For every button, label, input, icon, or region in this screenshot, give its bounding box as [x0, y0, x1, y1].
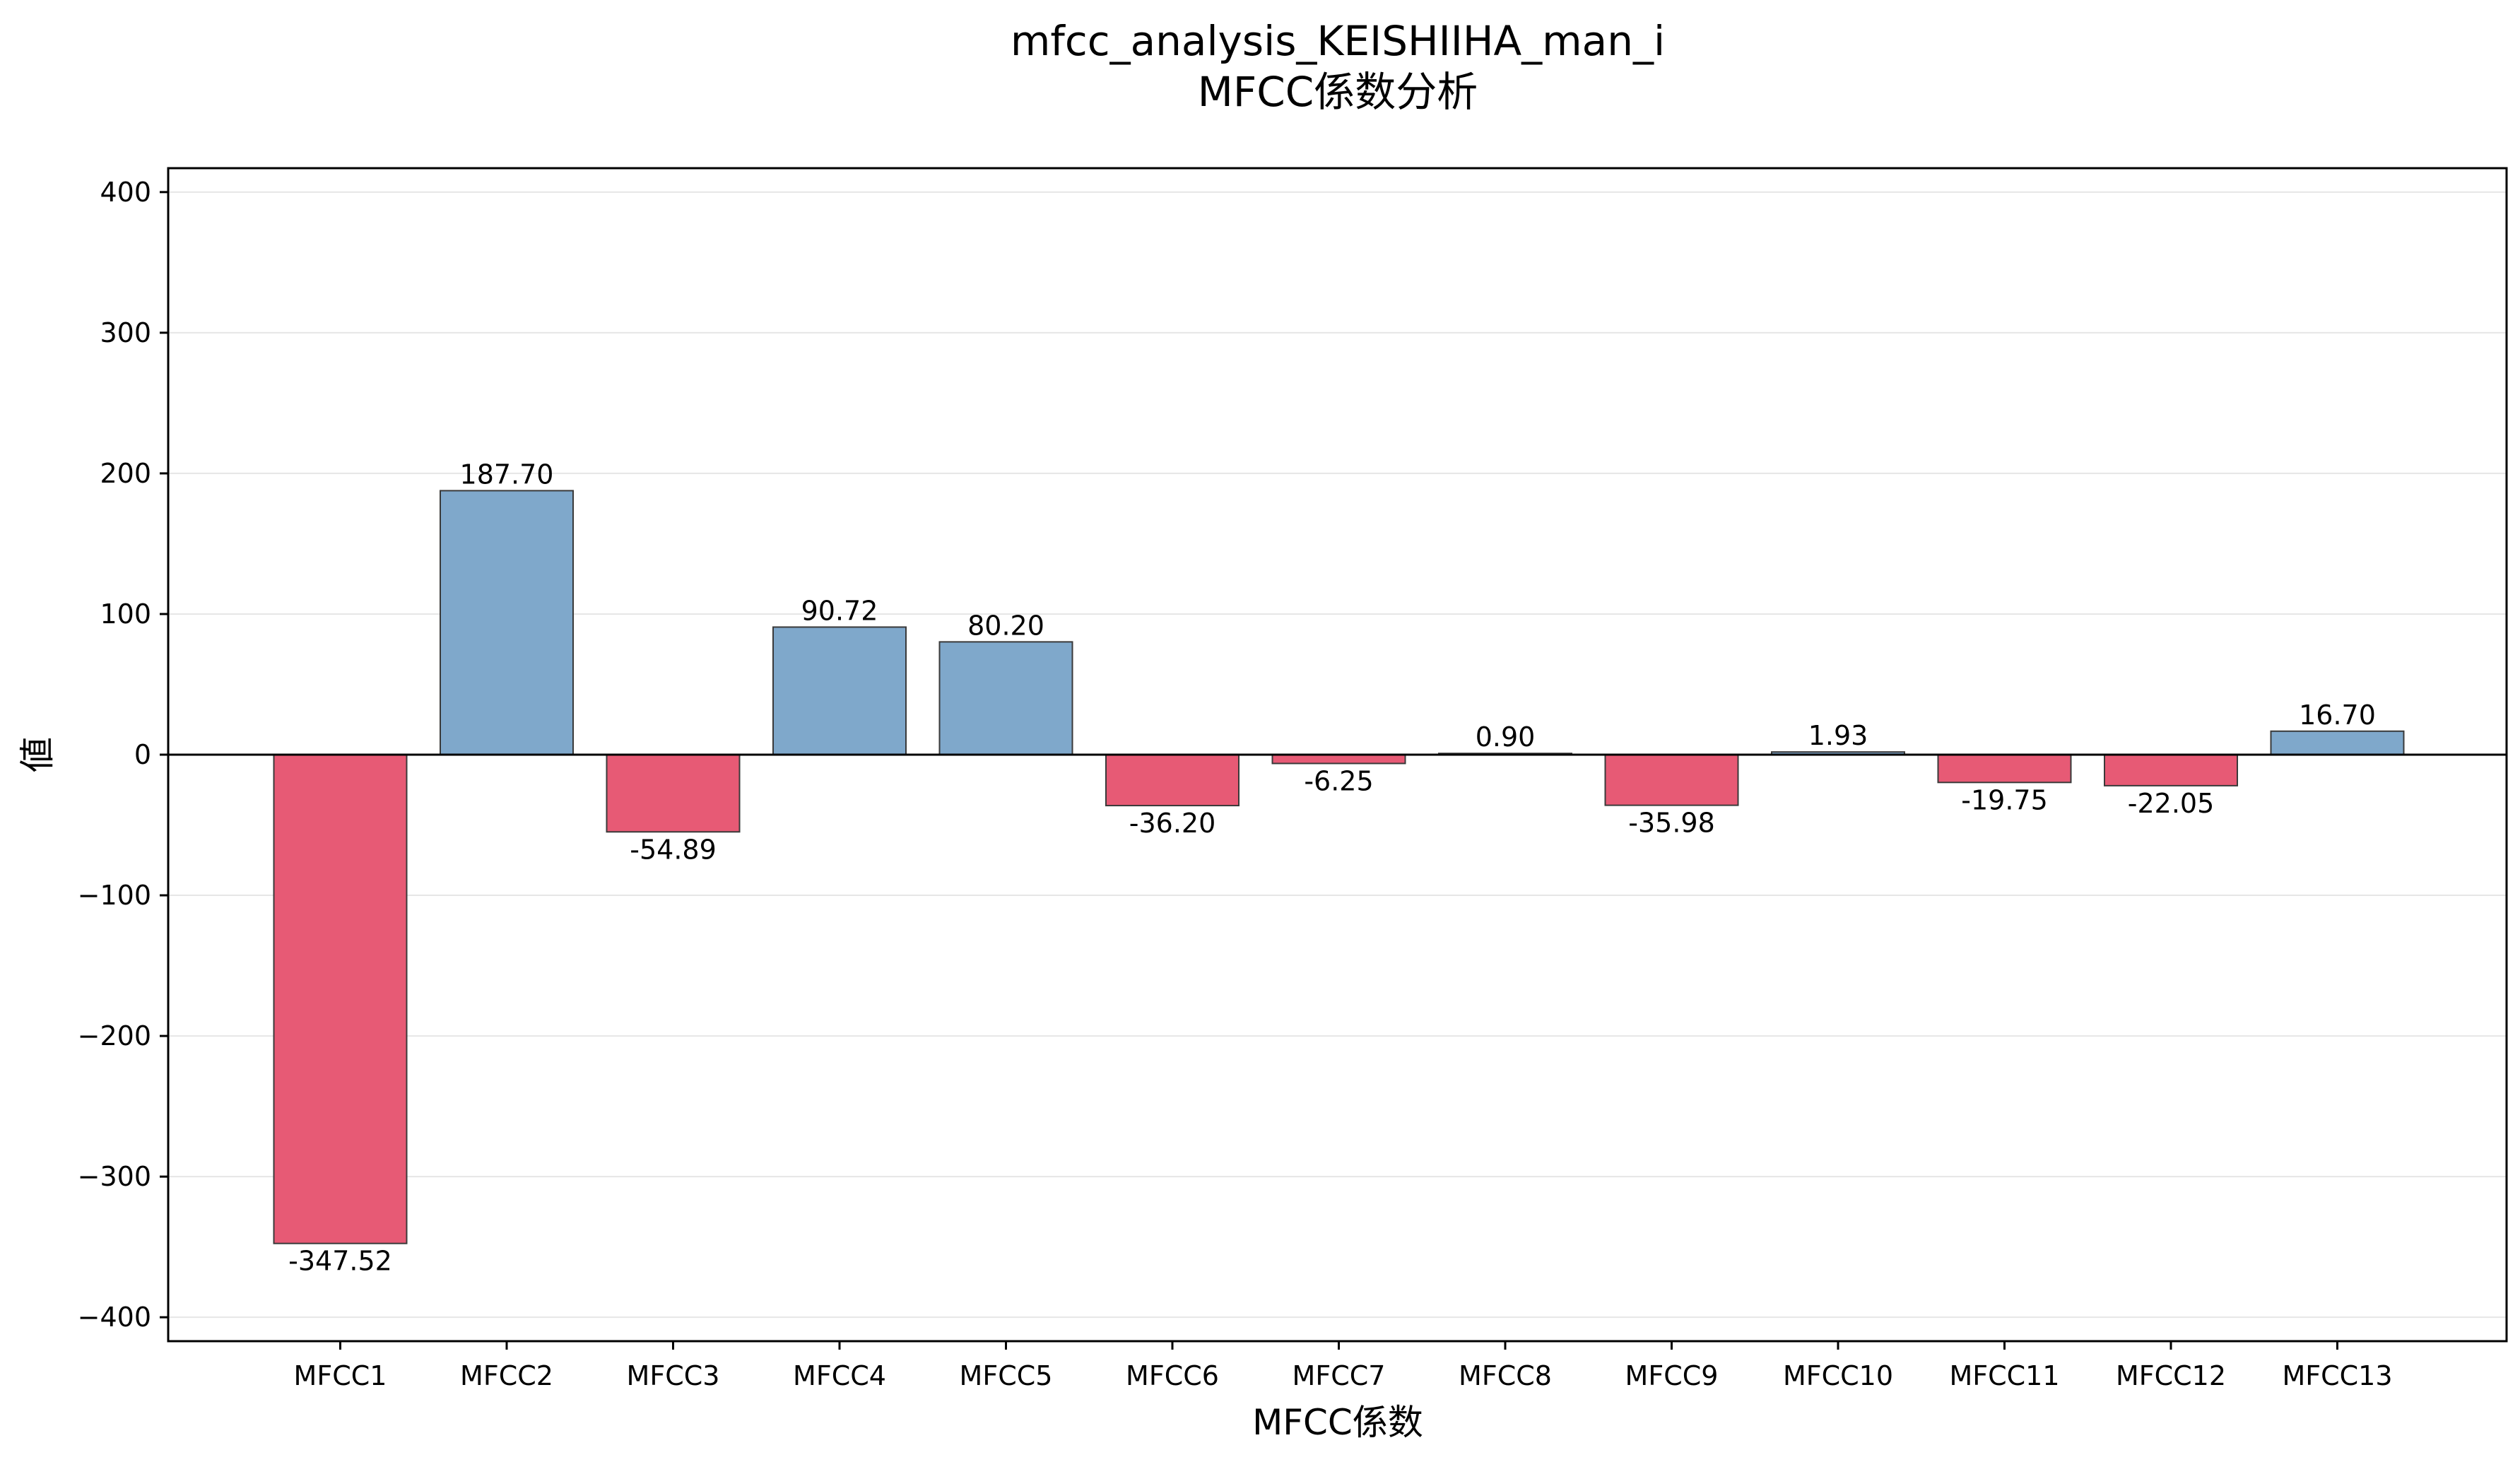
- bar: [2104, 754, 2238, 786]
- data-label: 80.20: [967, 610, 1044, 641]
- y-tick-label: −400: [78, 1302, 151, 1333]
- bars: [273, 490, 2405, 1244]
- y-tick-label: −300: [78, 1161, 151, 1192]
- y-tick-label: −200: [78, 1020, 151, 1051]
- x-tick-label: MFCC12: [2116, 1360, 2226, 1391]
- x-tick-label: MFCC13: [2282, 1360, 2392, 1391]
- data-label: 1.93: [1808, 720, 1868, 751]
- data-label: -22.05: [2128, 788, 2215, 819]
- x-tick-label: MFCC11: [1949, 1360, 2059, 1391]
- data-label: -54.89: [630, 834, 717, 865]
- x-tick-label: MFCC7: [1293, 1360, 1386, 1391]
- data-label: -347.52: [288, 1246, 392, 1277]
- x-tick-label: MFCC5: [960, 1360, 1053, 1391]
- x-axis-label: MFCC係数: [1252, 1402, 1423, 1443]
- data-label: 187.70: [460, 459, 554, 490]
- y-tick-label: 0: [134, 739, 151, 770]
- bar: [772, 626, 907, 756]
- x-tick-label: MFCC10: [1783, 1360, 1893, 1391]
- y-tick-label: 300: [100, 317, 151, 348]
- bar: [1937, 754, 2072, 784]
- y-tick-label: −100: [78, 880, 151, 911]
- x-tick-label: MFCC9: [1625, 1360, 1719, 1391]
- data-label: 0.90: [1476, 721, 1536, 753]
- bar: [2270, 730, 2405, 755]
- x-tick-label: MFCC3: [627, 1360, 720, 1391]
- y-axis-label: 値: [17, 737, 58, 772]
- y-tick-label: 100: [100, 599, 151, 630]
- bar: [440, 490, 574, 755]
- bar: [606, 754, 741, 833]
- data-label: -19.75: [1961, 784, 2048, 815]
- bar: [1271, 754, 1406, 765]
- bar: [1105, 754, 1240, 807]
- data-label: -6.25: [1304, 765, 1373, 796]
- data-label: 16.70: [2299, 700, 2376, 731]
- x-tick-label: MFCC8: [1459, 1360, 1552, 1391]
- x-tick-label: MFCC1: [294, 1360, 387, 1391]
- bar: [938, 641, 1073, 756]
- data-label: -35.98: [1628, 808, 1715, 839]
- x-tick-label: MFCC2: [460, 1360, 553, 1391]
- bar: [273, 754, 408, 1244]
- chart-title: mfcc_analysis_KEISHIIHA_man_i: [1011, 17, 1665, 65]
- data-label: -36.20: [1129, 808, 1216, 839]
- chart-subtitle: MFCC係数分析: [1198, 68, 1478, 116]
- y-tick-label: 400: [100, 177, 151, 208]
- data-label: 90.72: [801, 595, 878, 626]
- x-tick-label: MFCC4: [793, 1360, 886, 1391]
- x-ticks: MFCC1 MFCC2 MFCC3 MFCC4 MFCC5 MFCC6 MFCC7 MFCC8…: [294, 1341, 2393, 1391]
- data-labels: -347.52 187.70 -54.89 90.72 80.20 -36.20 -6.25…: [288, 459, 2376, 1276]
- x-tick-label: MFCC6: [1126, 1360, 1219, 1391]
- y-ticks: −400 −300 −200 −100 0 100 200 300 400: [78, 177, 168, 1333]
- y-tick-label: 200: [100, 458, 151, 489]
- bar: [1604, 754, 1739, 806]
